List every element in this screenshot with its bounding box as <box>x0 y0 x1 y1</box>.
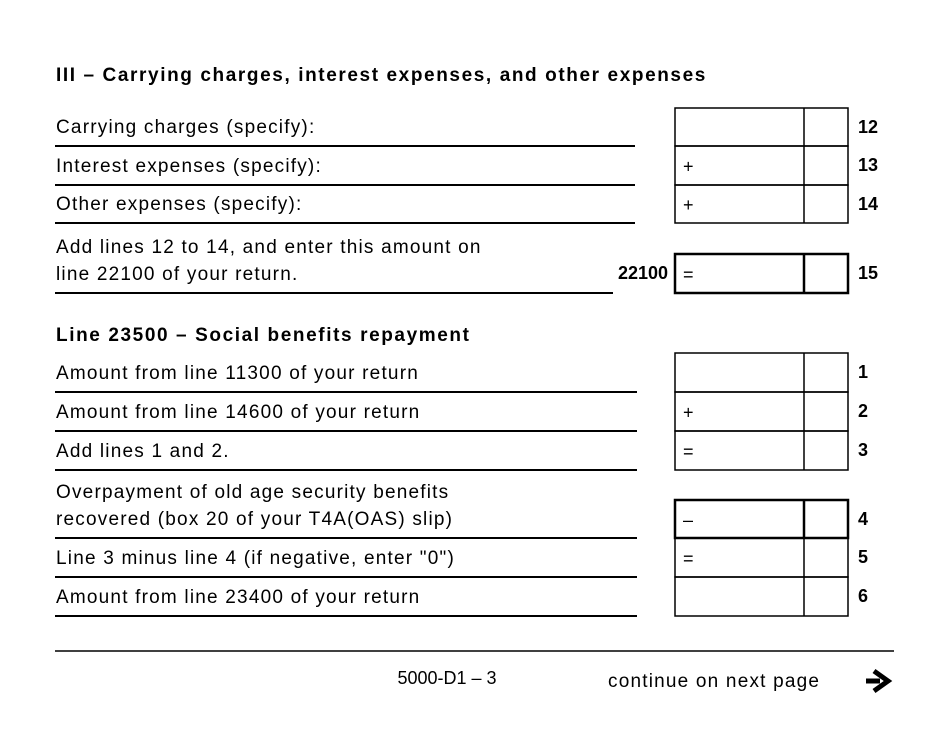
line-number: 12 <box>858 117 878 137</box>
line-number: 2 <box>858 401 868 421</box>
row-label: Add lines 12 to 14, and enter this amoun… <box>56 237 482 258</box>
row-label: Amount from line 11300 of your return <box>56 363 419 384</box>
row-label: Line 3 minus line 4 (if negative, enter … <box>56 548 455 569</box>
sign: + <box>683 403 694 423</box>
row-label: recovered (box 20 of your T4A(OAS) slip) <box>56 509 453 530</box>
line-number: 15 <box>858 263 878 283</box>
line-number: 13 <box>858 155 878 175</box>
arrow-icon <box>866 668 893 694</box>
amount-box <box>674 145 849 186</box>
row-label: Interest expenses (specify): <box>56 156 322 177</box>
amount-box <box>674 430 849 471</box>
row-label: Carrying charges (specify): <box>56 117 315 138</box>
row-label: Add lines 1 and 2. <box>56 441 230 462</box>
row-label: line 22100 of your return. <box>56 264 298 285</box>
row-label: Amount from line 14600 of your return <box>56 402 420 423</box>
amount-box <box>673 252 850 295</box>
row-label: Amount from line 23400 of your return <box>56 587 420 608</box>
line-code: 22100 <box>618 263 668 283</box>
line-number: 3 <box>858 440 868 460</box>
line-number: 6 <box>858 586 868 606</box>
line-number: 5 <box>858 547 868 567</box>
section-title: Line 23500 – Social benefits repayment <box>56 325 471 346</box>
line-number: 1 <box>858 362 868 382</box>
row-label: Other expenses (specify): <box>56 194 302 215</box>
amount-box <box>674 107 849 147</box>
amount-box <box>674 537 849 578</box>
sign: = <box>683 265 694 285</box>
sign: = <box>683 549 694 569</box>
form-code: 5000-D1 – 3 <box>397 668 496 688</box>
sign: + <box>683 157 694 177</box>
continue-note: continue on next page <box>608 671 820 692</box>
line-number: 14 <box>858 194 878 214</box>
amount-box <box>674 352 849 393</box>
amount-box <box>673 498 850 540</box>
row-label: Overpayment of old age security benefits <box>56 482 449 503</box>
amount-box <box>674 576 849 617</box>
amount-box <box>674 391 849 432</box>
line-number: 4 <box>858 509 868 529</box>
sign: = <box>683 442 694 462</box>
sign: + <box>683 195 694 215</box>
sign: – <box>683 510 693 530</box>
section-title: III – Carrying charges, interest expense… <box>56 65 707 86</box>
amount-box <box>674 184 849 224</box>
